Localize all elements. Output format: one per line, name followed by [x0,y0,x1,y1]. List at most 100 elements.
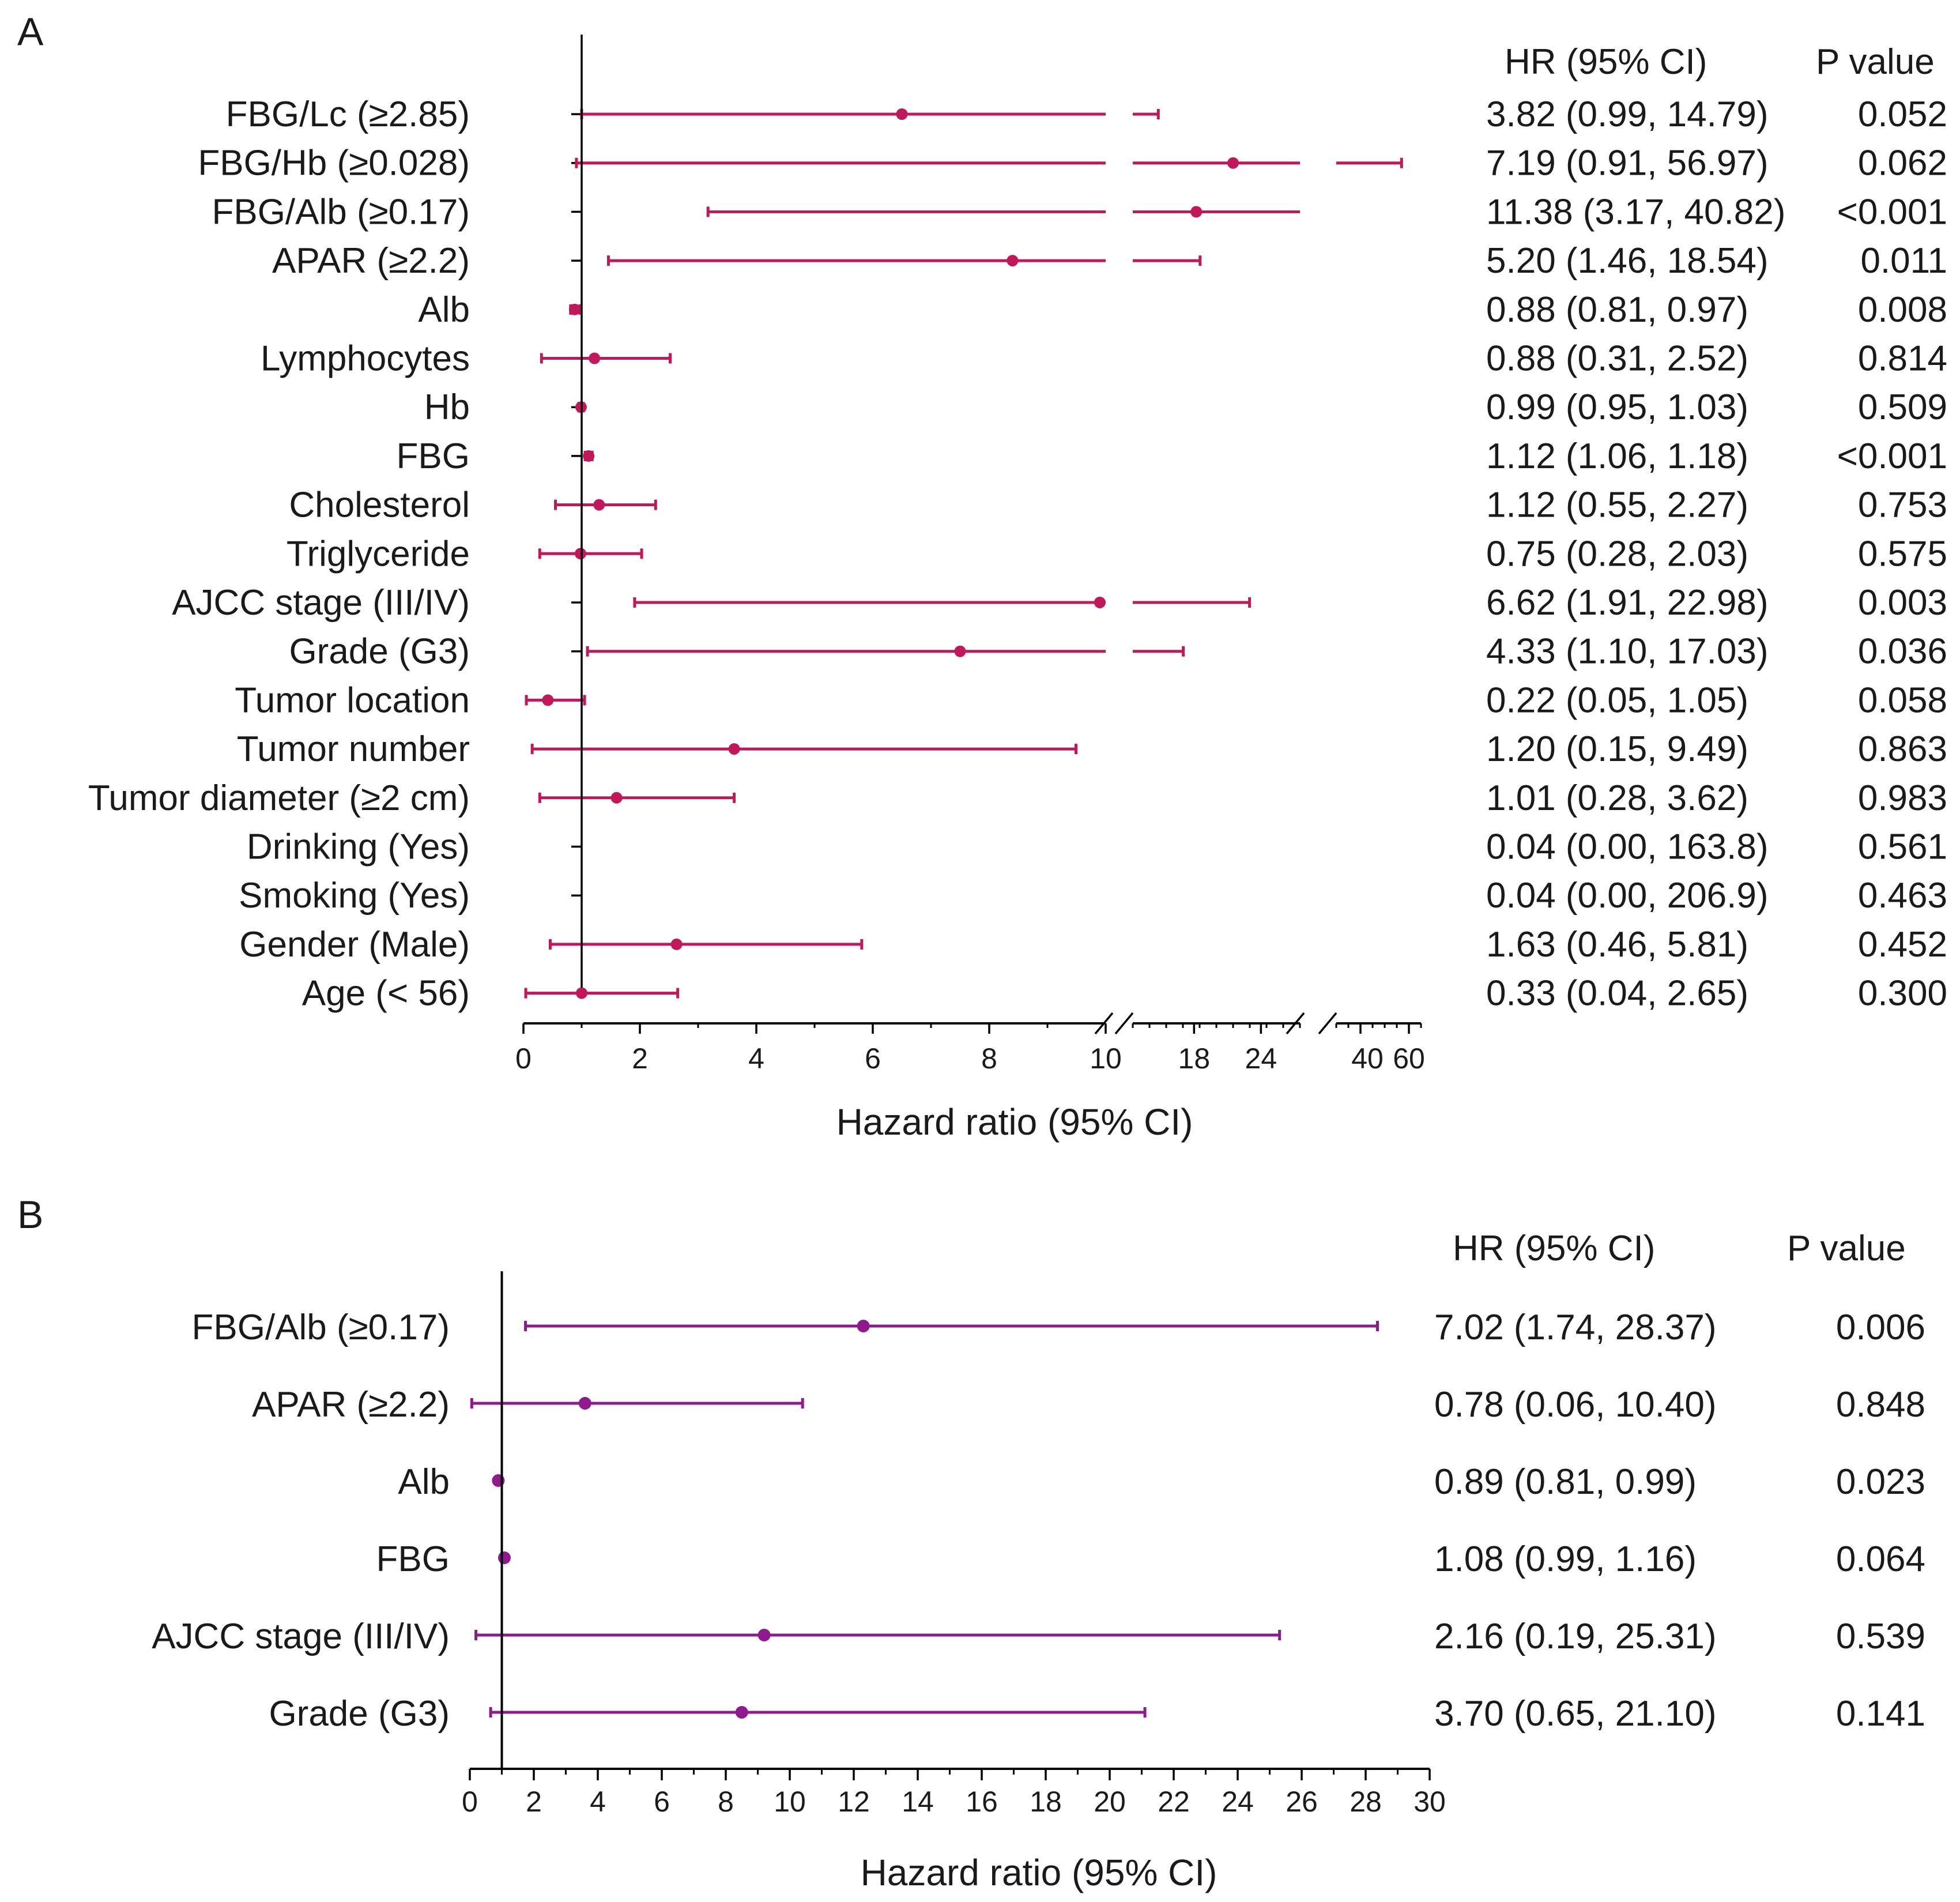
x-tick-label: 40 [1351,1042,1384,1075]
row-p-value: 0.463 [1858,876,1947,916]
hr-point [954,645,966,657]
x-tick-label: 2 [526,1786,542,1818]
row-label: FBG/Hb (≥0.028) [198,144,470,183]
row-hr-ci: 1.01 (0.28, 3.62) [1486,778,1748,818]
row-hr-ci: 1.08 (0.99, 1.16) [1434,1539,1697,1579]
row-hr-ci: 3.70 (0.65, 21.10) [1434,1694,1716,1734]
row-p-value: <0.001 [1837,192,1947,232]
hr-point [735,1706,748,1719]
x-tick-label: 10 [1090,1042,1122,1075]
row-hr-ci: 5.20 (1.46, 18.54) [1486,241,1768,281]
row-label: Cholesterol [289,485,470,525]
row-label: FBG/Alb (≥0.17) [212,192,470,232]
panel-a-label: A [17,10,44,54]
axis-break-mark [1318,1012,1337,1035]
x-tick-label: 20 [1094,1786,1126,1818]
x-tick-label: 4 [748,1042,764,1075]
x-tick-label: 18 [1178,1042,1211,1075]
row-hr-ci: 1.20 (0.15, 9.49) [1486,729,1748,769]
panel-a-p-header: P value [1816,42,1935,82]
row-p-value: 0.008 [1858,290,1947,330]
x-tick-label: 18 [1030,1786,1062,1818]
row-hr-ci: 1.12 (1.06, 1.18) [1486,436,1748,476]
row-label: Gender (Male) [239,925,470,965]
hr-point [610,792,623,804]
hr-point [728,743,740,755]
row-label: Age (< 56) [302,974,470,1014]
row-hr-ci: 3.82 (0.99, 14.79) [1486,95,1768,134]
x-tick-label: 60 [1393,1042,1425,1075]
row-p-value: 0.452 [1858,925,1947,965]
panel-b-p-header: P value [1787,1229,1906,1268]
panel-a: A HR (95% CI) P value Hazard ratio (95% … [17,10,1947,1143]
x-tick-label: 8 [981,1042,997,1075]
row-hr-ci: 0.04 (0.00, 206.9) [1486,876,1768,916]
panel-b-label: B [17,1193,43,1237]
x-tick-label: 22 [1158,1786,1190,1818]
hr-point [574,548,586,560]
row-label: FBG/Lc (≥2.85) [226,95,470,134]
row-label: AJCC stage (III/IV) [152,1617,450,1656]
row-p-value: 0.003 [1858,583,1947,623]
hr-point [670,938,683,950]
x-tick-label: 24 [1222,1786,1254,1818]
row-label: Smoking (Yes) [239,876,470,916]
x-tick-label: 10 [774,1786,806,1818]
x-tick-label: 14 [902,1786,934,1818]
hr-point [589,352,601,364]
hr-point [896,108,908,120]
hr-point [568,303,581,315]
x-tick-label: 28 [1350,1786,1382,1818]
row-p-value: 0.509 [1858,387,1947,427]
hr-point [576,987,587,999]
row-p-value: 0.753 [1858,485,1947,525]
x-tick-label: 16 [966,1786,998,1818]
hr-point [593,499,605,511]
row-label: Alb [398,1462,450,1502]
hr-point [1094,597,1106,608]
row-hr-ci: 0.04 (0.00, 163.8) [1486,827,1768,867]
row-p-value: 0.058 [1858,680,1947,720]
row-label: FBG [397,436,470,476]
panel-a-x-axis-title: Hazard ratio (95% CI) [836,1101,1193,1143]
row-p-value: 0.052 [1858,95,1947,134]
x-tick-label: 6 [865,1042,881,1075]
hr-point [1227,157,1239,169]
row-p-value: <0.001 [1837,436,1947,476]
row-label: Alb [418,290,470,330]
row-p-value: 0.300 [1858,974,1947,1014]
axis-break-mark [1286,1012,1305,1035]
hr-point [857,1320,870,1332]
row-hr-ci: 0.89 (0.81, 0.99) [1434,1462,1697,1502]
panel-b-x-axis-title: Hazard ratio (95% CI) [861,1852,1218,1893]
row-hr-ci: 0.78 (0.06, 10.40) [1434,1385,1716,1425]
row-p-value: 0.814 [1858,339,1947,379]
row-p-value: 0.011 [1860,241,1947,281]
x-tick-label: 12 [838,1786,870,1818]
hr-point [1007,255,1019,267]
x-tick-label: 6 [654,1786,670,1818]
row-hr-ci: 6.62 (1.91, 22.98) [1486,583,1768,623]
row-p-value: 0.036 [1858,632,1947,672]
row-p-value: 0.023 [1836,1462,1925,1502]
row-hr-ci: 0.22 (0.05, 1.05) [1486,680,1748,720]
hr-point [578,1397,591,1410]
row-p-value: 0.575 [1858,534,1947,574]
row-hr-ci: 7.19 (0.91, 56.97) [1486,144,1768,183]
row-label: Triglyceride [287,534,470,574]
row-p-value: 0.983 [1858,778,1947,818]
row-label: Drinking (Yes) [247,827,470,867]
row-p-value: 0.062 [1858,144,1947,183]
panel-b: B HR (95% CI) P value Hazard ratio (95% … [17,1193,1925,1893]
x-tick-label: 0 [515,1042,532,1075]
row-label: FBG [376,1539,450,1579]
row-p-value: 0.561 [1858,827,1947,867]
row-hr-ci: 1.63 (0.46, 5.81) [1486,925,1748,965]
row-label: Grade (G3) [289,632,470,672]
row-label: Tumor diameter (≥2 cm) [88,778,470,818]
row-hr-ci: 2.16 (0.19, 25.31) [1434,1617,1716,1656]
hr-point [757,1629,771,1641]
x-tick-label: 8 [718,1786,734,1818]
x-tick-label: 2 [632,1042,648,1075]
